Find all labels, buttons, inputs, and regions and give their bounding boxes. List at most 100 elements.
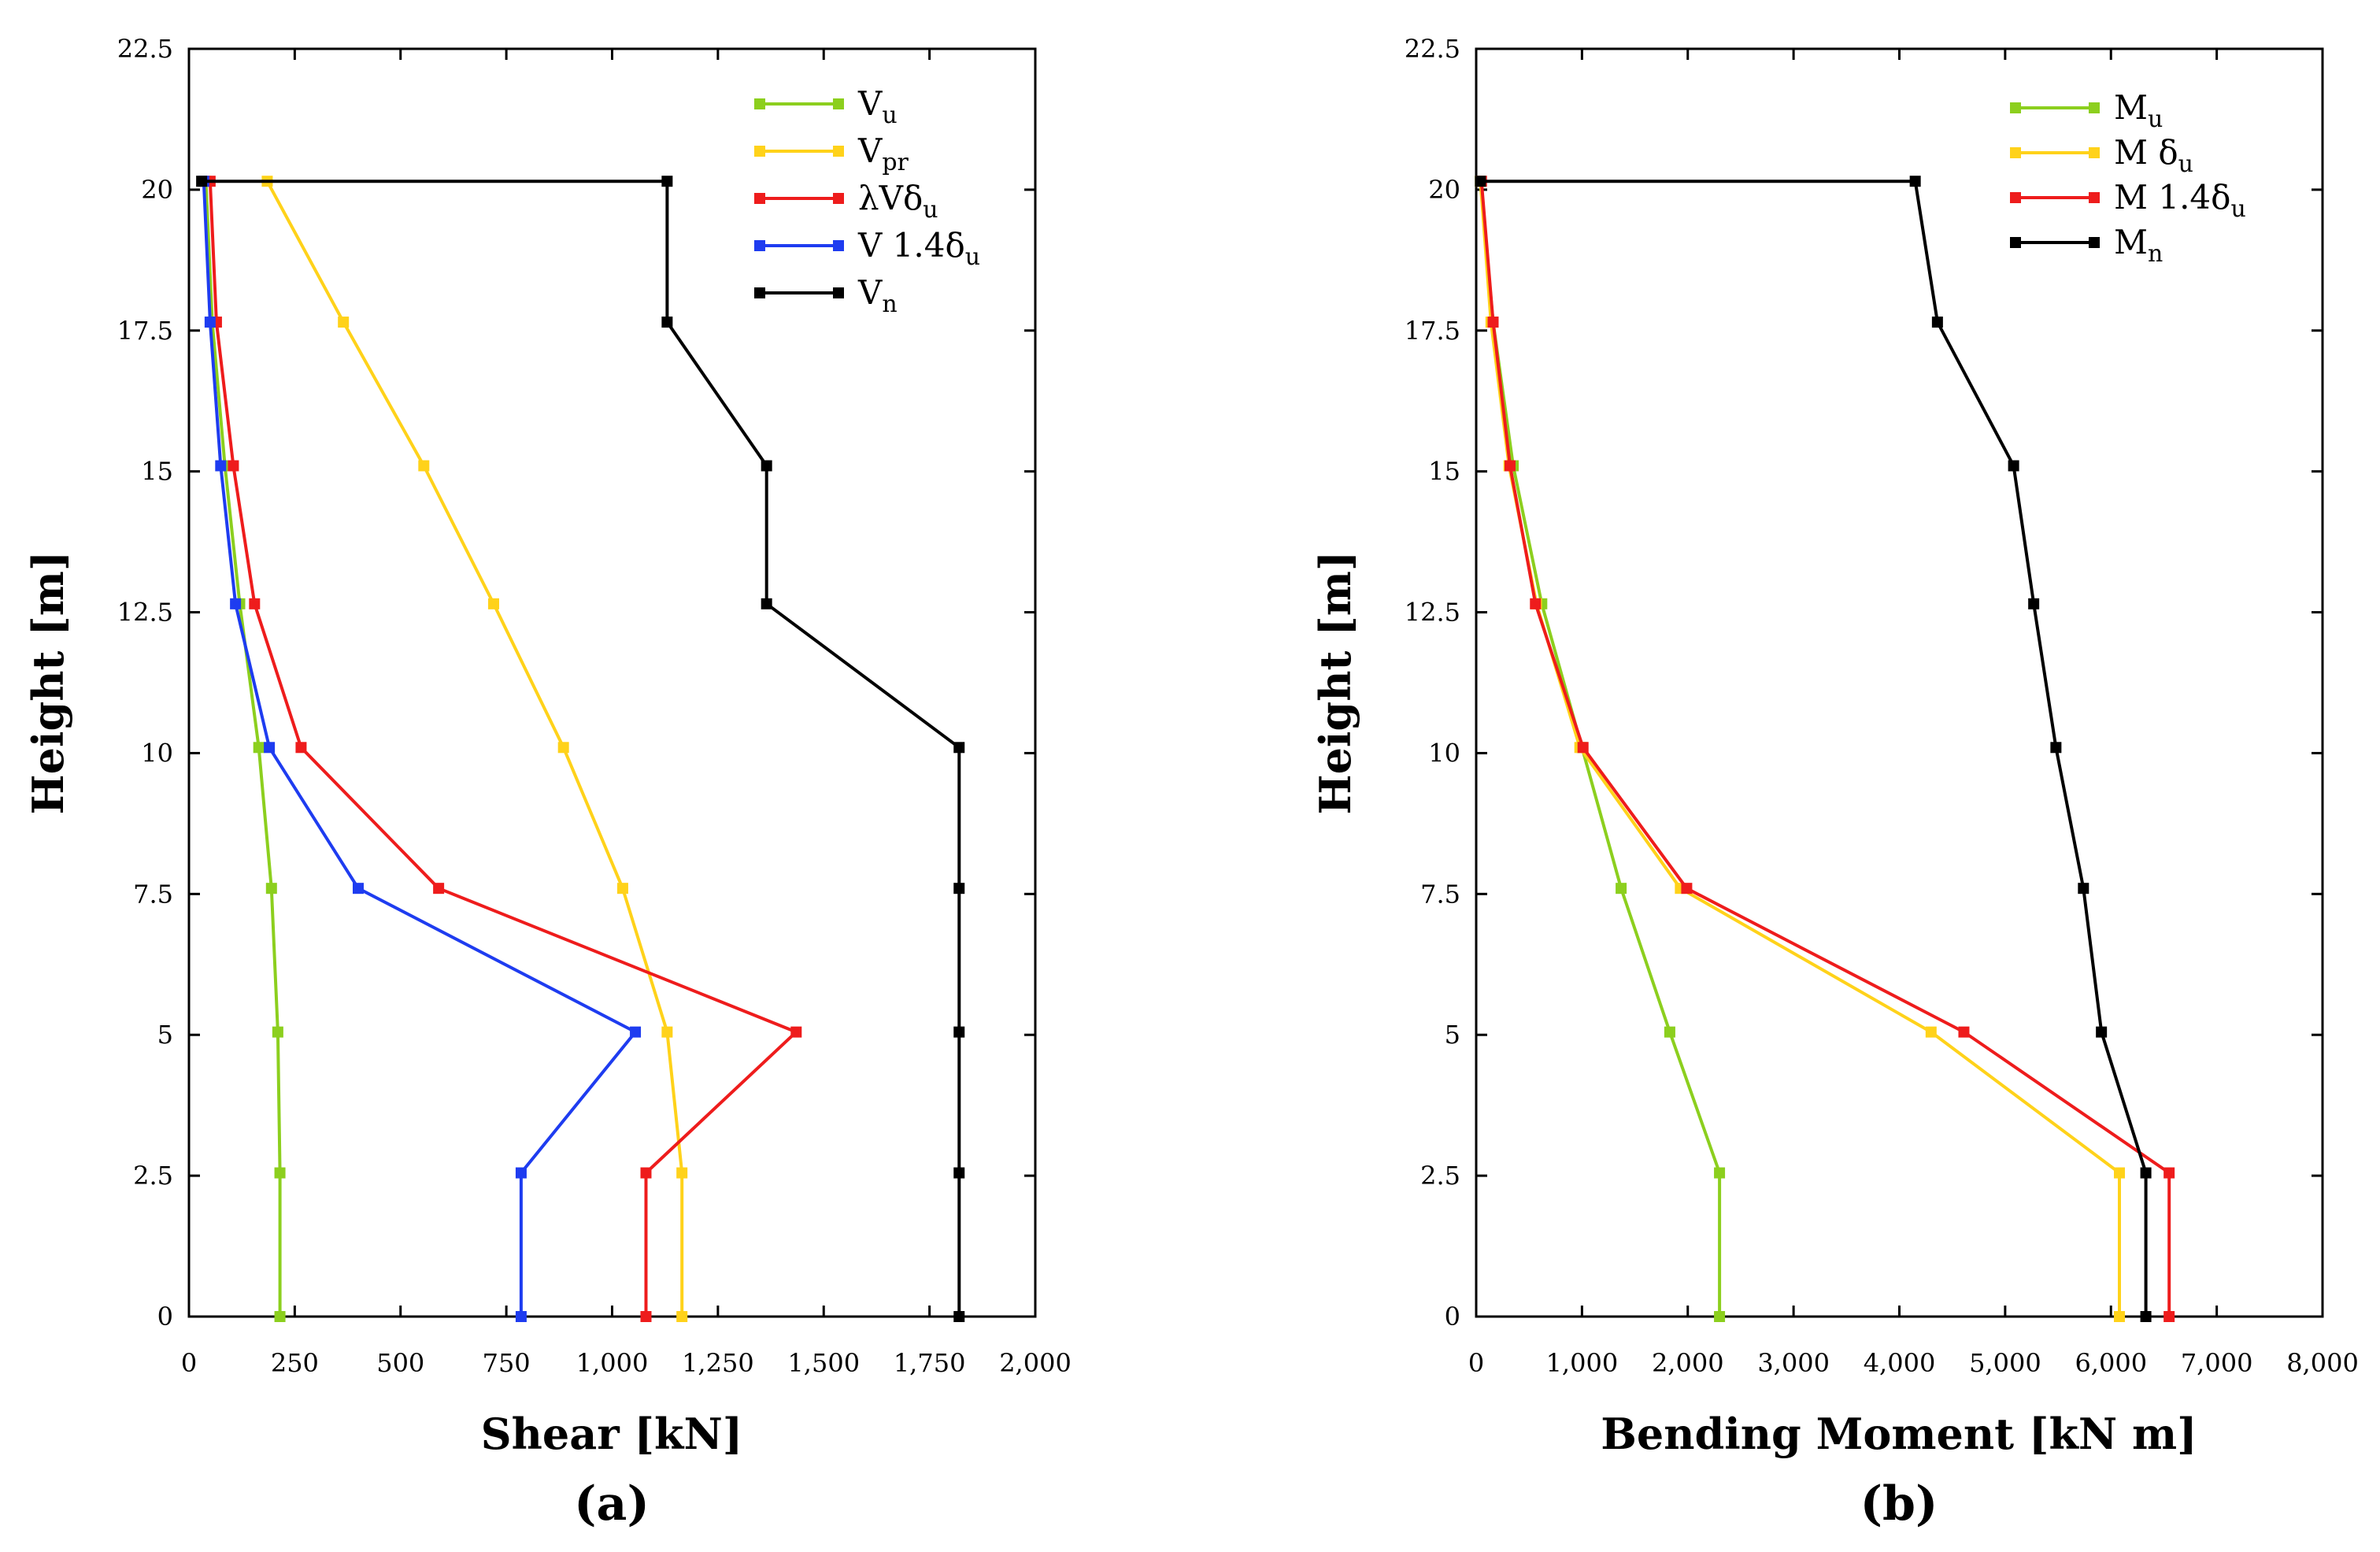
legend-swatch-marker bbox=[833, 287, 844, 298]
data-point-v-n bbox=[953, 1167, 965, 1179]
legend-swatch-marker bbox=[2010, 192, 2021, 203]
data-point-m14-u bbox=[1958, 1026, 1970, 1038]
y-tick-label: 22.5 bbox=[117, 34, 173, 64]
legend-swatch-marker bbox=[833, 146, 844, 157]
x-tick-label: 4,000 bbox=[1864, 1348, 1936, 1378]
data-point-m14-u bbox=[1505, 460, 1516, 472]
data-point-v-pr bbox=[418, 460, 430, 472]
data-point-v14-u bbox=[230, 598, 242, 609]
legend-swatch-marker bbox=[2010, 147, 2021, 158]
y-axis-label: Height [m] bbox=[1310, 551, 1360, 815]
legend-swatch-marker bbox=[754, 146, 765, 157]
data-point-v14-u bbox=[515, 1167, 527, 1179]
y-tick-label: 17.5 bbox=[1405, 316, 1460, 346]
data-point-v-u bbox=[249, 598, 261, 609]
data-point-m-n bbox=[2050, 742, 2062, 754]
data-point-v-n bbox=[196, 176, 208, 187]
data-point-v-u bbox=[295, 742, 307, 754]
data-point-m-n bbox=[1909, 176, 1921, 187]
legend-entry-v-u: λVδu bbox=[858, 179, 938, 224]
legend-swatch-marker bbox=[2010, 102, 2021, 113]
x-tick-label: 2,000 bbox=[1652, 1348, 1724, 1378]
data-point-m-u bbox=[1664, 1026, 1675, 1038]
data-point-v-n bbox=[953, 742, 965, 754]
y-tick-label: 17.5 bbox=[117, 316, 173, 346]
legend-swatch-marker bbox=[754, 193, 765, 204]
data-point-v14-u bbox=[630, 1026, 642, 1038]
legend-swatch-marker bbox=[2010, 237, 2021, 248]
x-tick-label: 3,000 bbox=[1757, 1348, 1830, 1378]
data-point-v-u bbox=[790, 1026, 802, 1038]
data-point-v-pr bbox=[616, 883, 628, 895]
y-tick-label: 5 bbox=[157, 1020, 173, 1050]
y-tick-label: 12.5 bbox=[117, 598, 173, 628]
y-tick-label: 0 bbox=[1445, 1302, 1460, 1332]
legend-swatch-marker bbox=[2089, 237, 2100, 248]
x-tick-label: 7,000 bbox=[2181, 1348, 2253, 1378]
chart-panel-shear: 0 250 500 750 1,000 1,250 1,500 1,750 2,000 0 2.5 5… bbox=[23, 34, 1072, 1532]
x-tick-label: 750 bbox=[483, 1348, 531, 1378]
legend-entry-v-u: Vu bbox=[857, 84, 898, 129]
y-tick-label: 20 bbox=[141, 175, 173, 205]
legend-entry-m14-u: M 1.4δu bbox=[2114, 178, 2246, 223]
data-point-v-pr bbox=[676, 1167, 688, 1179]
series-line-v-n bbox=[202, 180, 961, 1317]
data-point-v-pr bbox=[676, 1311, 688, 1322]
data-point-v-n bbox=[661, 317, 673, 328]
data-point-v14-u bbox=[515, 1311, 527, 1322]
data-point-m-u bbox=[1616, 883, 1627, 895]
legend-swatch-marker bbox=[833, 98, 844, 109]
legend-entry-m-u: Mu bbox=[2114, 88, 2163, 133]
data-point-v-u bbox=[228, 460, 239, 472]
data-point-v14-u bbox=[204, 317, 216, 328]
data-point-v14-u bbox=[264, 742, 276, 754]
y-tick-label: 12.5 bbox=[1405, 598, 1460, 628]
data-point-m-n bbox=[2008, 460, 2019, 472]
y-axis-label: Height [m] bbox=[23, 551, 73, 815]
legend-swatch-marker bbox=[2089, 102, 2100, 113]
data-point-v-u bbox=[253, 742, 265, 754]
series-line-m-u bbox=[1479, 181, 1722, 1317]
data-point-m-u bbox=[1925, 1026, 1937, 1038]
data-point-v-pr bbox=[488, 598, 499, 609]
data-point-m14-u bbox=[2163, 1167, 2175, 1179]
data-point-v-u bbox=[640, 1167, 652, 1179]
x-tick-label: 1,250 bbox=[682, 1348, 754, 1378]
data-point-m-u bbox=[2114, 1311, 2125, 1322]
data-point-m-u bbox=[1714, 1167, 1726, 1179]
data-point-m14-u bbox=[1530, 598, 1542, 609]
x-tick-label: 1,500 bbox=[787, 1348, 860, 1378]
x-tick-label: 250 bbox=[271, 1348, 319, 1378]
x-tick-label: 6,000 bbox=[2075, 1348, 2147, 1378]
data-point-v-n bbox=[953, 1311, 965, 1322]
y-tick-label: 15 bbox=[141, 457, 173, 487]
legend-entry-m-n: Mn bbox=[2114, 223, 2163, 268]
data-point-v-n bbox=[953, 883, 965, 895]
x-tick-label: 8,000 bbox=[2286, 1348, 2359, 1378]
data-point-m-n bbox=[1475, 176, 1486, 187]
legend-swatch-marker bbox=[754, 240, 765, 251]
x-tick-label: 1,750 bbox=[894, 1348, 966, 1378]
x-axis-label: Bending Moment [kN m] bbox=[1601, 1409, 2197, 1459]
data-point-v-n bbox=[761, 460, 772, 472]
data-point-m-u bbox=[1714, 1311, 1726, 1322]
data-point-v-pr bbox=[338, 317, 350, 328]
data-point-m14-u bbox=[1577, 742, 1589, 754]
y-tick-label: 2.5 bbox=[1420, 1161, 1460, 1191]
plot-frame-bending-moment bbox=[1475, 47, 2324, 1318]
data-point-m14-u bbox=[1487, 317, 1499, 328]
data-point-m14-u bbox=[1681, 883, 1693, 895]
y-tick-label: 15 bbox=[1428, 457, 1460, 487]
data-point-v-u bbox=[272, 1026, 283, 1038]
x-tick-label: 0 bbox=[181, 1348, 197, 1378]
legend-swatch-marker bbox=[2089, 147, 2100, 158]
panel-label: (b) bbox=[1860, 1476, 1938, 1532]
data-point-m-u bbox=[2114, 1167, 2125, 1179]
y-tick-label: 7.5 bbox=[133, 879, 173, 909]
data-point-m-n bbox=[2140, 1311, 2152, 1322]
data-point-v-n bbox=[953, 1026, 965, 1038]
data-point-v14-u bbox=[215, 460, 227, 472]
data-point-v-u bbox=[265, 883, 277, 895]
y-tick-label: 10 bbox=[141, 738, 173, 768]
data-point-m-n bbox=[2096, 1026, 2108, 1038]
